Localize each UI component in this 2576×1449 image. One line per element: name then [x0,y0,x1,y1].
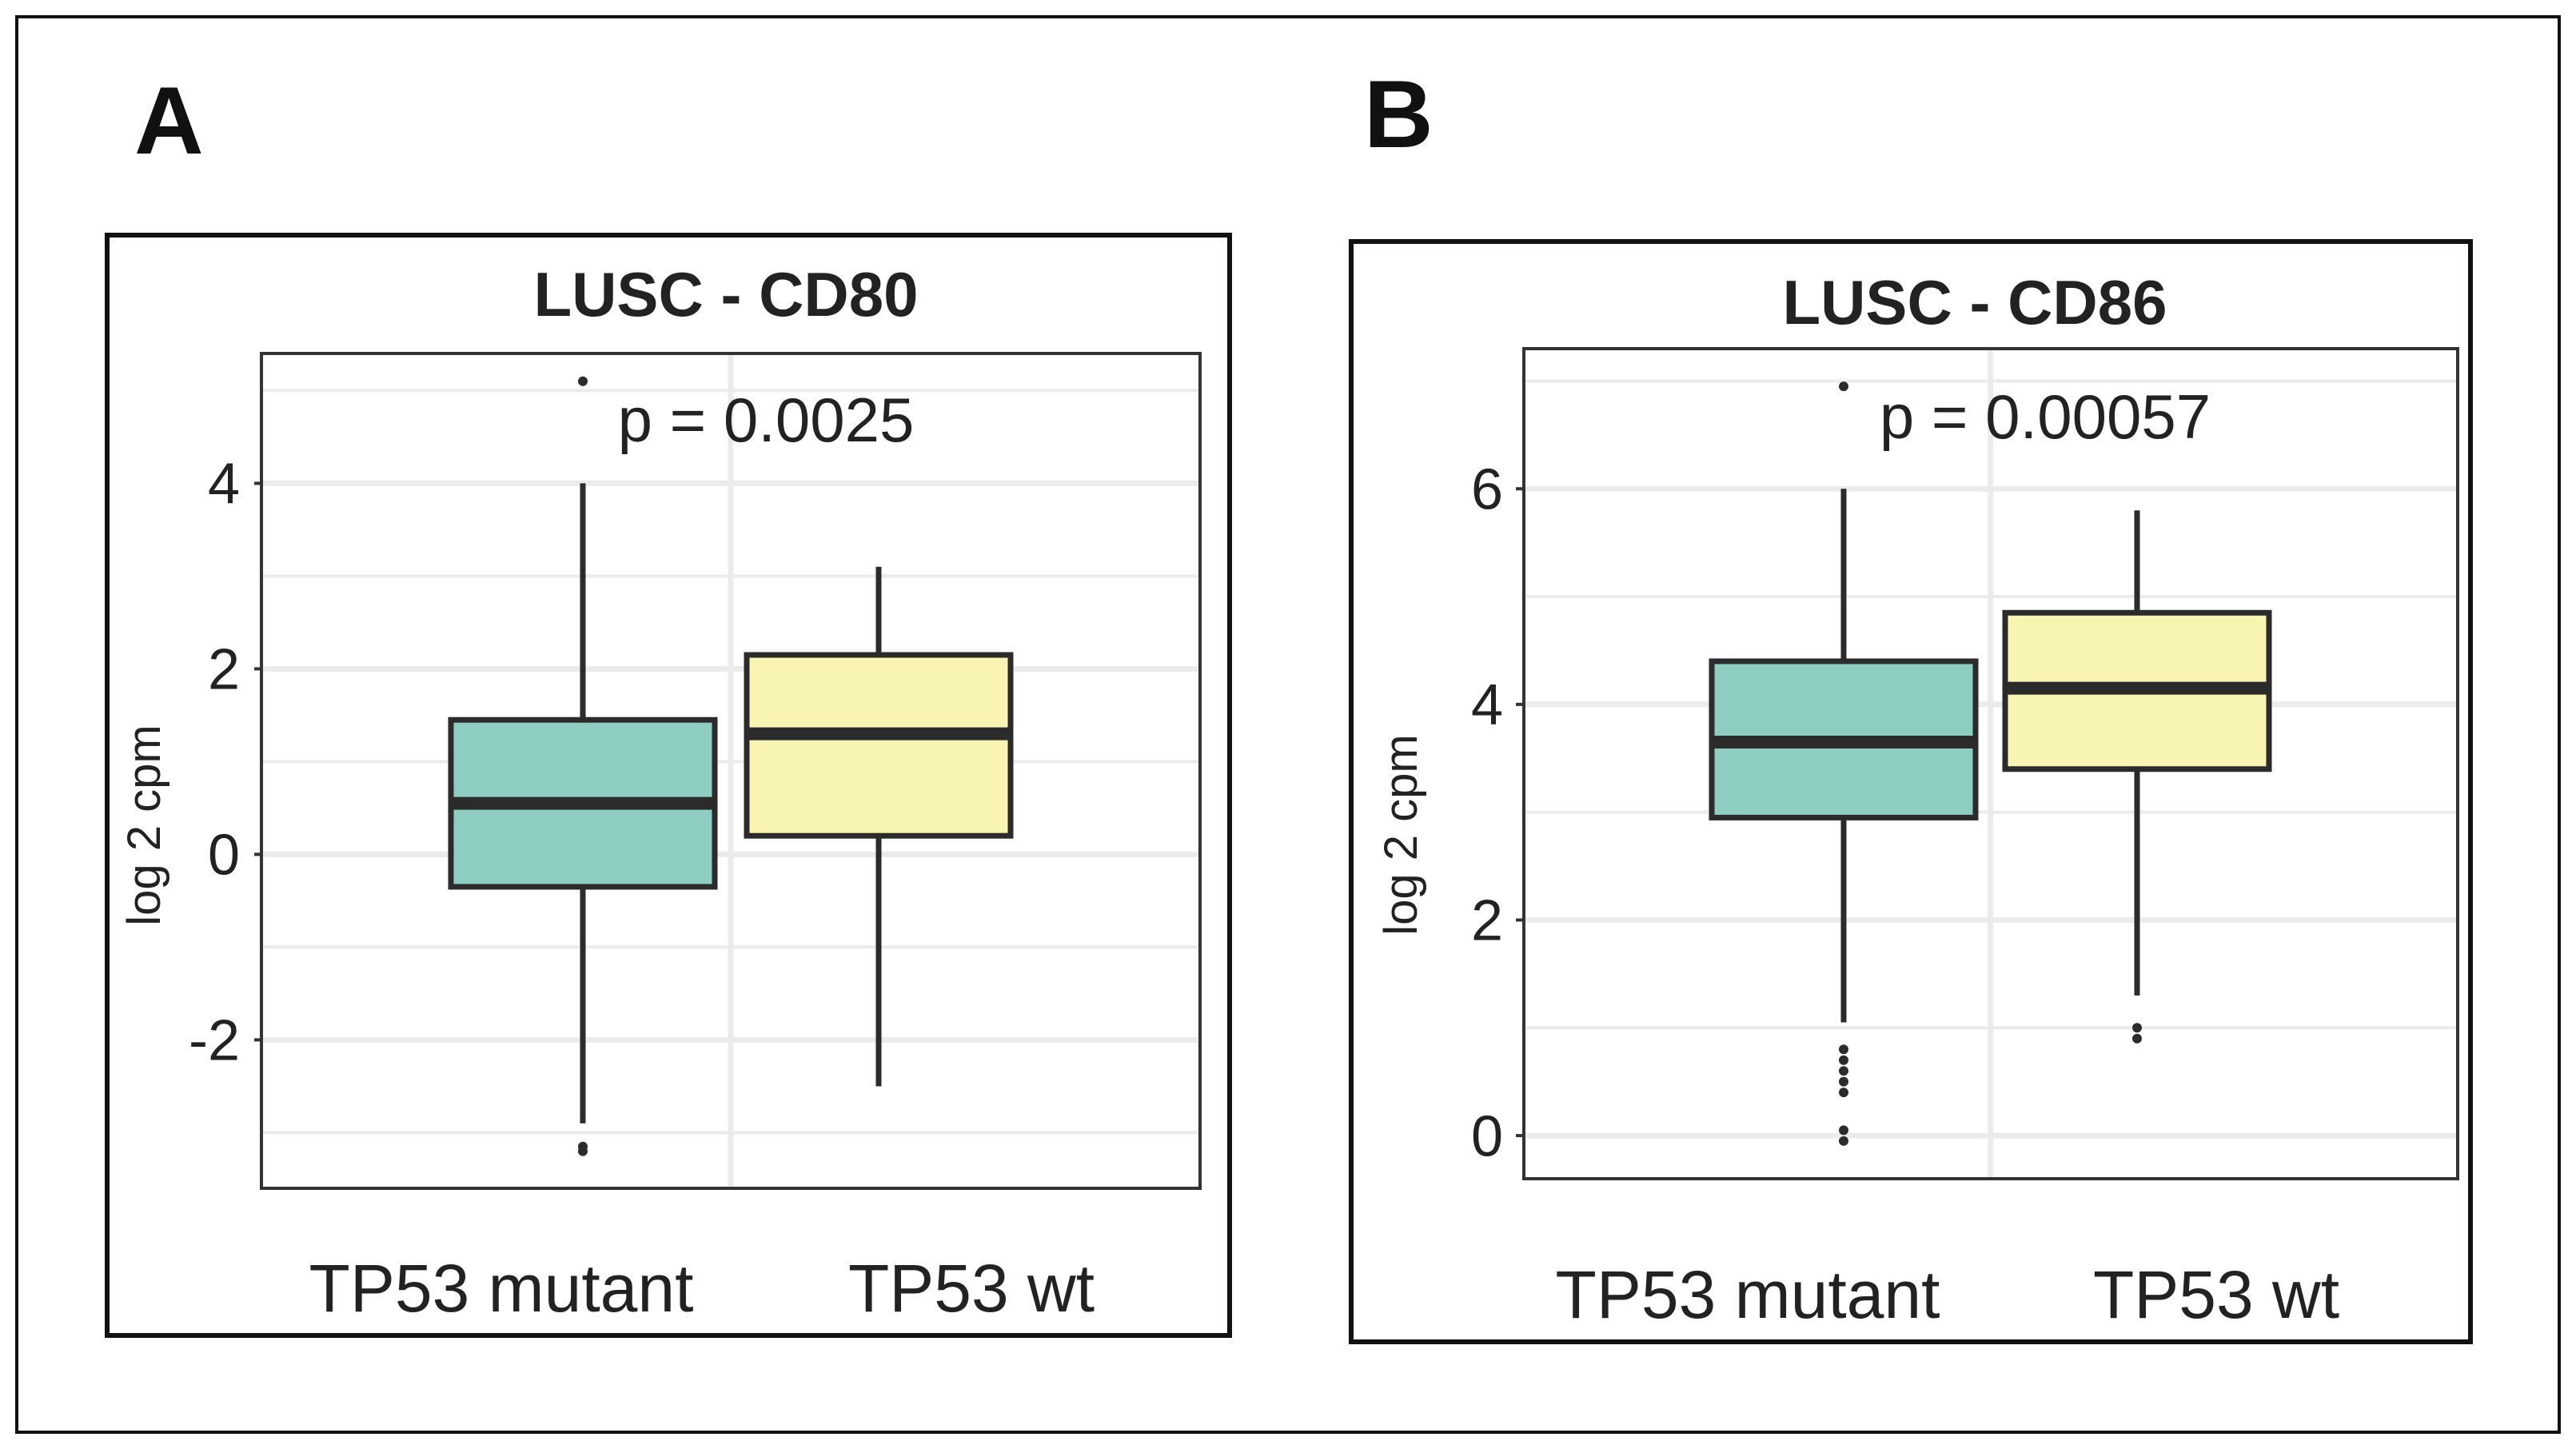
panel-a-p-value: p = 0.0025 [618,385,915,455]
panel-a-mutant-outlier-point [578,1146,588,1156]
panel-b-mutant-outlier-point [1839,1125,1848,1136]
panel-a-y-tick-label: 4 [208,453,240,517]
panel-a-y-tick-label: -2 [189,1009,240,1073]
panel-a-plot-border [260,352,1202,1190]
panel-b-plot-border [1522,347,2459,1180]
panel-a-mutant-outlier-point [578,376,588,386]
panel-letter-b: B [1364,61,1434,168]
panel-b-y-axis-label: log 2 cpm [1375,734,1427,935]
panel-a-plot [260,352,1202,1190]
panel-a-y-axis-label: log 2 cpm [118,724,170,925]
panel-b-mutant-outlier-point [1839,1066,1848,1076]
panel-b: B LUSC - CD86 p = 0.00057 0 2 4 6 log 2 cpm… [1349,61,2473,1344]
panel-b-y-tick-label: 6 [1471,457,1503,521]
panel-letter-a: A [134,67,204,174]
panel-a-wt-box [744,652,1014,839]
panel-b-category-label-wt: TP53 wt [2093,1257,2339,1332]
panel-a-y-tick-label: 2 [208,638,240,702]
panel-b-y-tick-label: 2 [1471,889,1503,953]
panel-b-wt-outlier-point [2132,1033,2142,1044]
panel-b-mutant-outlier-point [1839,1136,1848,1146]
panel-b-category-label-mutant: TP53 mutant [1556,1257,1940,1332]
panel-b-wt-outlier-point [2132,1023,2142,1033]
panel-b-plot [1522,347,2459,1180]
panel-a: A LUSC - CD80 p = 0.0025 -2 0 2 4 log 2 cpm… [105,67,1232,1338]
panel-a-title: LUSC - CD80 [533,259,918,329]
panel-b-mutant-outlier-point [1839,381,1848,392]
panel-b-mutant-outlier-point [1839,1055,1848,1065]
panel-b-p-value: p = 0.00057 [1880,381,2211,452]
panel-a-y-tick-label: 0 [208,824,240,888]
panel-a-category-label-wt: TP53 wt [848,1251,1095,1326]
panel-b-mutant-outlier-point [1839,1044,1848,1055]
panel-b-y-tick-label: 0 [1471,1104,1503,1168]
panel-b-mutant-outlier-point [1839,1076,1848,1087]
panel-b-title: LUSC - CD86 [1782,267,2167,337]
panel-b-mutant-outlier-point [1839,1088,1848,1098]
panel-a-category-label-mutant: TP53 mutant [309,1251,694,1326]
panel-b-y-tick-label: 4 [1471,673,1503,737]
